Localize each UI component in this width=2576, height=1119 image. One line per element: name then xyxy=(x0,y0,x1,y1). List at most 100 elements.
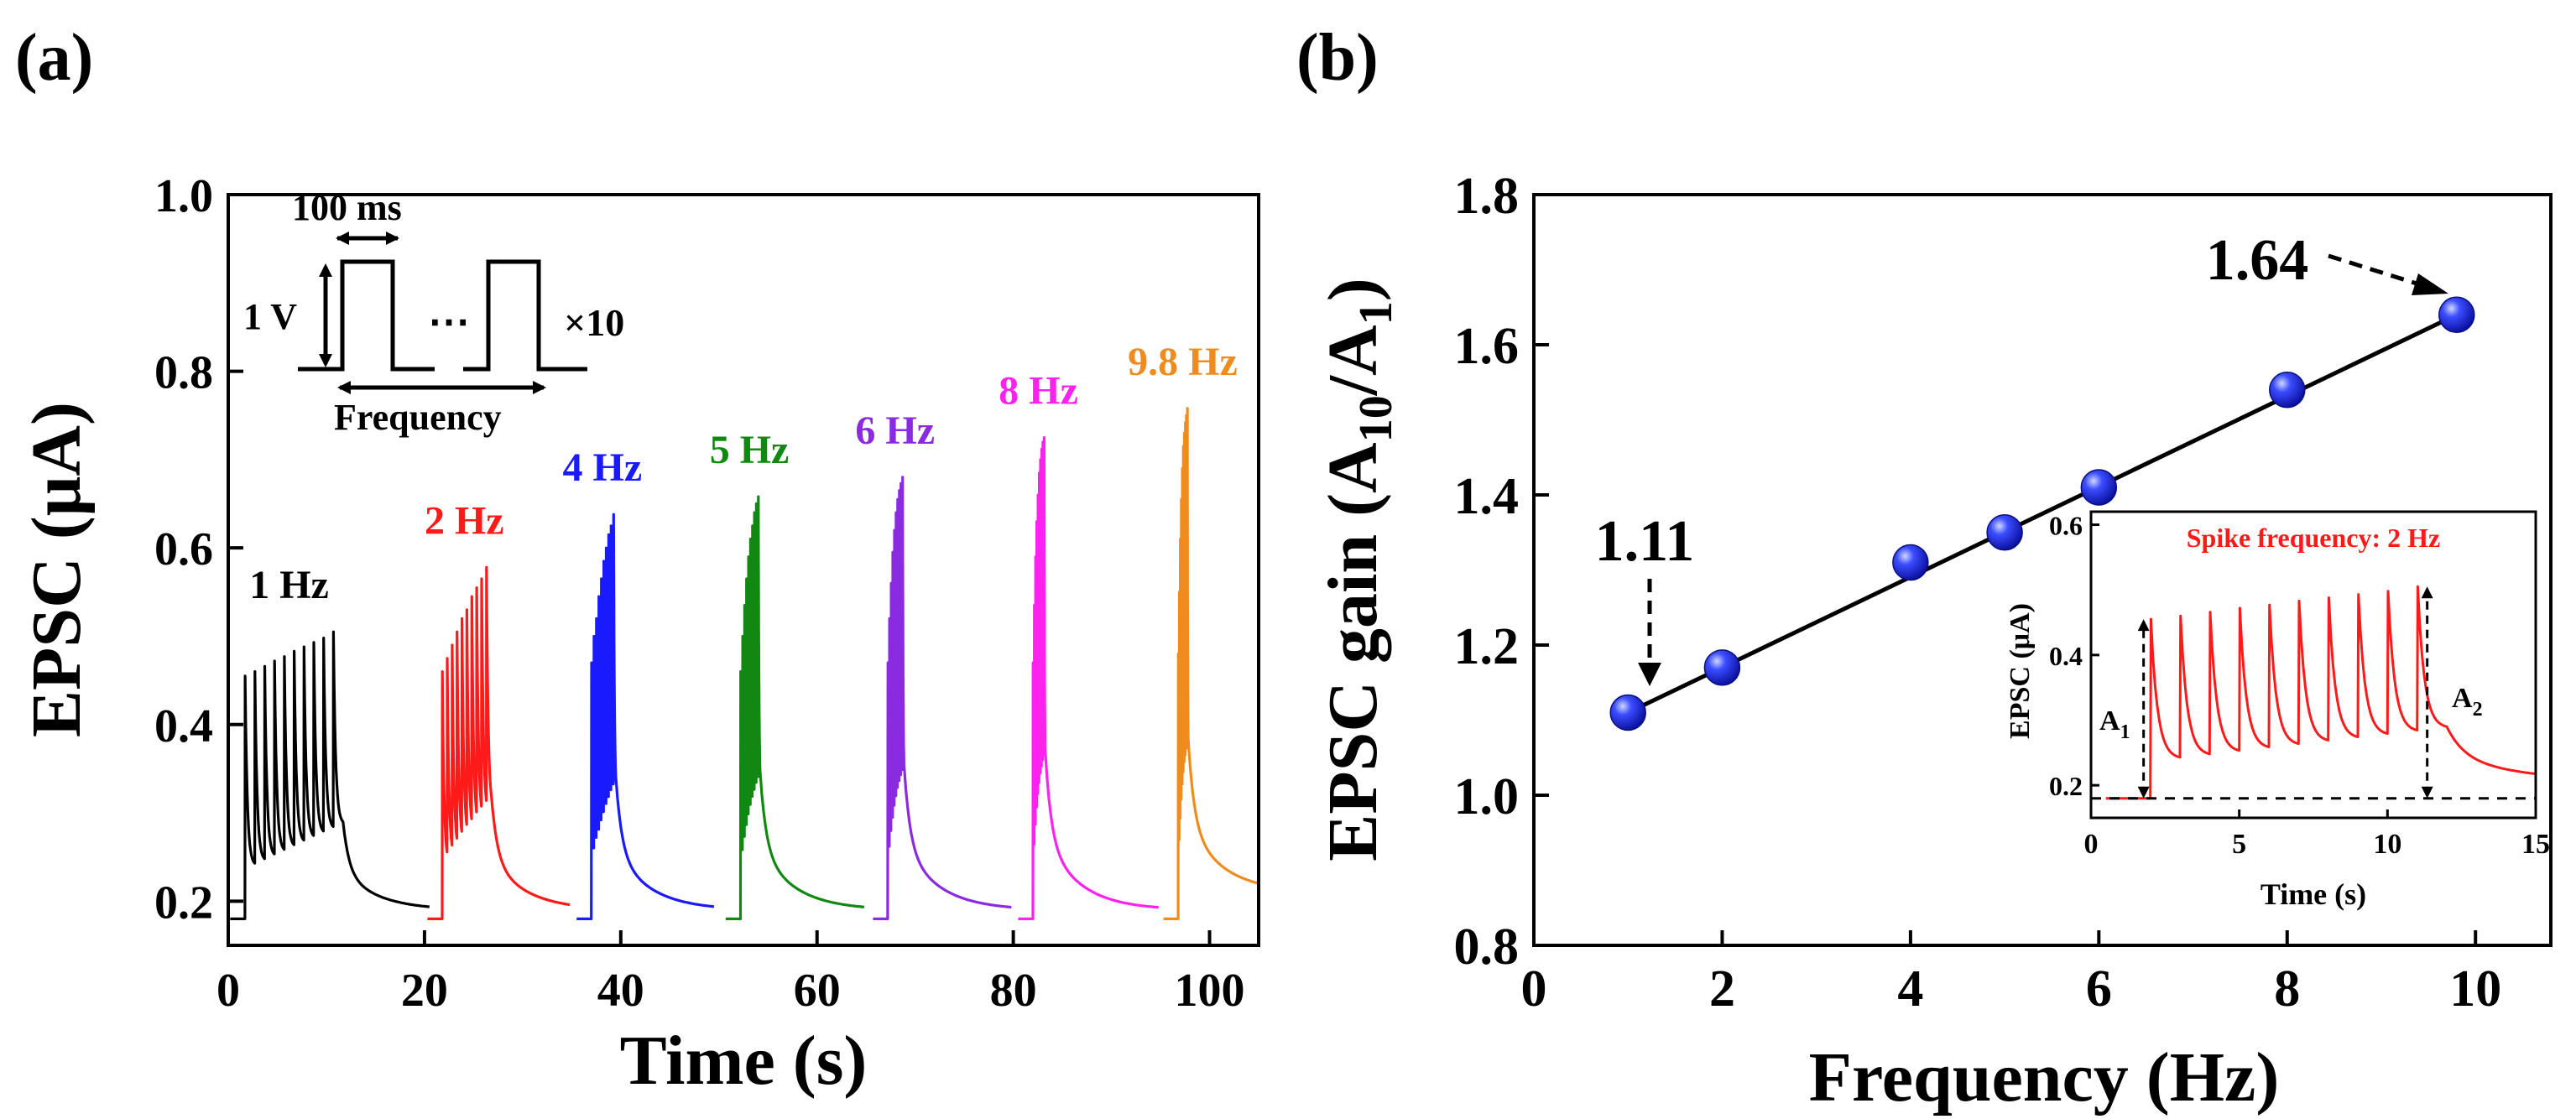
gain-point xyxy=(2080,469,2118,506)
inset-epsc-trace xyxy=(2105,585,2537,800)
trace-1hz xyxy=(230,630,430,920)
gain-point xyxy=(1892,544,1929,581)
label-1hz: 1 Hz xyxy=(249,563,329,607)
x-tick-label: 8 xyxy=(2274,960,2300,1018)
annotation-min-gain: 1.11 xyxy=(1595,509,1695,574)
trace-2hz xyxy=(427,565,571,920)
inset-y-axis-label: EPSC (μA) xyxy=(2005,603,2036,739)
pulse-schematic xyxy=(298,236,587,390)
gain-point xyxy=(1986,514,2023,551)
gain-point xyxy=(2269,371,2306,409)
first-pulse xyxy=(298,259,435,372)
y-tick-label: 1.8 xyxy=(1454,168,1520,225)
y-tick-label: 1.6 xyxy=(1454,318,1520,375)
y-tick-label: 1.0 xyxy=(154,170,213,222)
inset-x-tick-label: 5 xyxy=(2232,829,2246,860)
label-6hz: 6 Hz xyxy=(855,409,935,453)
x-tick-label: 60 xyxy=(794,965,841,1017)
panel-a-axes-frame xyxy=(227,193,1260,947)
arrowhead-down xyxy=(2421,786,2433,799)
annotation-max-gain: 1.64 xyxy=(2206,228,2309,293)
panel-b-x-ticks: 0 2 4 6 8 10 xyxy=(1521,930,2501,1018)
linear-fit-line xyxy=(1627,312,2458,715)
panel-b-chart: 0 2 4 6 8 10 0.8 1.0 1.2 1.4 1.6 1.8 Frequency (Hz… xyxy=(1314,168,2553,1116)
annotation-max-arrowhead xyxy=(2412,273,2448,295)
label-2hz: 2 Hz xyxy=(425,498,504,543)
x-tick-label: 80 xyxy=(990,965,1037,1017)
x-tick-label: 10 xyxy=(2449,960,2501,1018)
gain-data-points xyxy=(1609,296,2475,731)
inset-y-tick-label: 0.6 xyxy=(2049,511,2083,541)
y-tick-label: 0.8 xyxy=(154,347,213,399)
x-tick-label: 6 xyxy=(2086,960,2112,1018)
inset-x-tick-label: 15 xyxy=(2521,829,2550,860)
panel-a-x-ticks: 0 20 40 60 80 100 xyxy=(216,930,1245,1017)
trace-5hz xyxy=(725,495,865,920)
inset-y-tick-label: 0.4 xyxy=(2049,641,2083,671)
gain-point xyxy=(1703,649,1741,686)
inset-x-axis-label: Time (s) xyxy=(2261,877,2366,911)
trace-8hz xyxy=(1018,436,1159,920)
inset-y-ticks: 0.2 0.4 0.6 xyxy=(2049,511,2099,801)
panel-b-label: (b) xyxy=(1296,21,1379,95)
repeat-count-label: ×10 xyxy=(564,301,624,344)
frequency-labels: 1 Hz 2 Hz 4 Hz 5 Hz 6 Hz 8 Hz 9.8 Hz xyxy=(249,340,1238,607)
annotation-max-arrow xyxy=(2328,253,2417,286)
arrowhead-up xyxy=(2137,619,2150,632)
panel-a-y-ticks: 0.2 0.4 0.6 0.8 1.0 xyxy=(154,170,243,929)
annotation-min-arrowhead xyxy=(1638,663,1661,686)
x-tick-label: 20 xyxy=(401,965,448,1017)
panel-b-axes-frame xyxy=(1532,193,2553,947)
x-tick-label: 0 xyxy=(216,965,240,1017)
inset-a1-label: A1 xyxy=(2099,705,2130,743)
y-tick-label: 0.2 xyxy=(154,877,213,929)
inset-amplitude-arrows xyxy=(2142,595,2429,795)
panel-a-label: (a) xyxy=(15,21,93,95)
inset-x-tick-label: 0 xyxy=(2084,829,2099,860)
label-5hz: 5 Hz xyxy=(710,428,790,472)
label-4hz: 4 Hz xyxy=(563,445,643,490)
inset-chart: 0 5 10 15 0.2 0.4 0.6 Time (s) EPSC (μA) Spik… xyxy=(2005,510,2550,911)
panel-a-x-axis-label: Time (s) xyxy=(620,1022,868,1100)
y-tick-label: 1.0 xyxy=(1454,768,1520,825)
x-tick-label: 2 xyxy=(1709,960,1735,1018)
inset-axes-frame xyxy=(2089,510,2537,820)
label-9.8hz: 9.8 Hz xyxy=(1128,340,1238,384)
inset-title: Spike frequency: 2 Hz xyxy=(2187,523,2441,553)
gain-point xyxy=(1609,694,1646,731)
y-tick-label: 0.4 xyxy=(154,700,213,752)
schematic-arrowheads xyxy=(319,232,546,394)
inset-a2-label: A2 xyxy=(2452,683,2483,721)
arrowhead-down xyxy=(2137,786,2150,799)
x-tick-label: 40 xyxy=(597,965,644,1017)
y-tick-label: 1.2 xyxy=(1454,618,1520,675)
panel-b-x-axis-label: Frequency (Hz) xyxy=(1809,1038,2280,1116)
trace-6hz xyxy=(873,476,1012,920)
last-pulse xyxy=(463,259,587,372)
epsc-traces xyxy=(230,407,1259,920)
x-tick-label: 100 xyxy=(1175,965,1245,1017)
x-tick-label: 0 xyxy=(1521,960,1547,1018)
arrowhead-up xyxy=(2421,586,2433,599)
trace-9.8hz xyxy=(1163,407,1259,920)
ellipsis-dots: ⋯ xyxy=(428,298,470,345)
x-tick-label: 4 xyxy=(1897,960,1923,1018)
y-tick-label: 0.6 xyxy=(154,523,213,575)
label-8hz: 8 Hz xyxy=(999,369,1078,414)
panel-a-y-axis-label: EPSC (μA) xyxy=(18,402,96,737)
inset-arrowheads xyxy=(2137,586,2433,799)
inset-x-tick-label: 10 xyxy=(2373,829,2401,860)
pulse-width-label: 100 ms xyxy=(292,187,402,228)
panel-b-y-axis-label: EPSC gain (A10/A1) xyxy=(1314,278,1402,861)
inset-y-tick-label: 0.2 xyxy=(2049,771,2083,801)
gain-point xyxy=(2438,296,2475,333)
inset-x-ticks: 0 5 10 15 xyxy=(2084,809,2550,860)
y-tick-label: 1.4 xyxy=(1454,468,1520,525)
panel-b-y-ticks: 0.8 1.0 1.2 1.4 1.6 1.8 xyxy=(1454,168,1549,976)
y-tick-label: 0.8 xyxy=(1454,919,1520,976)
period-label: Frequency xyxy=(334,397,502,438)
amplitude-label: 1 V xyxy=(243,296,297,337)
inset-trace-path xyxy=(2105,585,2537,800)
panel-a-chart: 0 20 40 60 80 100 0.2 0.4 0.6 0.8 1.0 Time (s) EP… xyxy=(18,170,1260,1100)
